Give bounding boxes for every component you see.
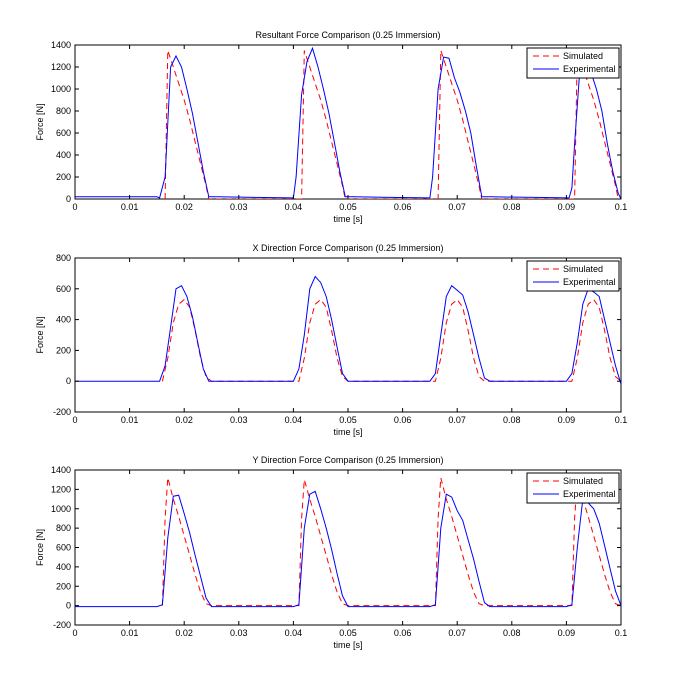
y-axis-label: Force [N]	[35, 316, 45, 353]
y-axis-label: Force [N]	[35, 529, 45, 566]
y-tick-label: -200	[53, 407, 71, 417]
y-tick-label: 1400	[51, 465, 71, 475]
x-tick-label: 0	[72, 628, 77, 638]
legend: Simulated Experimental	[526, 472, 620, 504]
x-axis-label: time [s]	[333, 427, 362, 437]
x-tick-label: 0.1	[615, 202, 628, 212]
x-tick-label: 0.01	[121, 202, 139, 212]
y-tick-label: 400	[56, 150, 71, 160]
x-tick-label: 0.1	[615, 628, 628, 638]
y-tick-label: 1000	[51, 84, 71, 94]
chart-title: X Direction Force Comparison (0.25 Immer…	[252, 243, 443, 253]
legend-label-experimental: Experimental	[563, 64, 616, 74]
x-tick-label: 0.09	[558, 628, 576, 638]
x-tick-label: 0.09	[558, 202, 576, 212]
x-tick-label: 0.03	[230, 628, 248, 638]
x-axis-label: time [s]	[333, 214, 362, 224]
chart-1: 0 0.01 0.02 0.03 0.04 0.05 0.06 0.07 0.08 0.09 0.1…	[35, 30, 627, 224]
legend-label-simulated: Simulated	[563, 264, 603, 274]
x-tick-label: 0.1	[615, 415, 628, 425]
x-tick-label: 0.07	[448, 628, 466, 638]
legend-label-simulated: Simulated	[563, 476, 603, 486]
y-tick-label: 400	[56, 315, 71, 325]
x-tick-label: 0.04	[285, 628, 303, 638]
legend: Simulated Experimental	[526, 260, 620, 292]
x-tick-label: 0.01	[121, 415, 139, 425]
legend-box	[526, 47, 620, 79]
x-tick-label: 0.02	[175, 202, 193, 212]
x-tick-label: 0.05	[339, 628, 357, 638]
chart-3: 0 0.01 0.02 0.03 0.04 0.05 0.06 0.07 0.08 0.09 0.1…	[35, 455, 627, 650]
series-simulated-line	[161, 298, 621, 382]
legend-box	[526, 260, 620, 292]
x-tick-label: 0.06	[394, 202, 412, 212]
chart-2: 0 0.01 0.02 0.03 0.04 0.05 0.06 0.07 0.08 0.09 0.1…	[35, 243, 627, 437]
y-tick-label: 800	[56, 523, 71, 533]
chart-title: Y Direction Force Comparison (0.25 Immer…	[253, 455, 444, 465]
x-tick-label: 0.02	[175, 628, 193, 638]
x-tick-label: 0.01	[121, 628, 139, 638]
x-tick-label: 0.02	[175, 415, 193, 425]
y-tick-label: 400	[56, 562, 71, 572]
y-tick-label: 0	[66, 194, 71, 204]
x-tick-label: 0	[72, 202, 77, 212]
x-tick-label: 0.07	[448, 415, 466, 425]
legend-label-simulated: Simulated	[563, 51, 603, 61]
x-tick-label: 0.03	[230, 202, 248, 212]
y-tick-label: 1200	[51, 62, 71, 72]
x-tick-label: 0.09	[558, 415, 576, 425]
series-group	[75, 275, 621, 385]
y-tick-label: 600	[56, 128, 71, 138]
y-tick-label: 0	[66, 601, 71, 611]
y-tick-label: 200	[56, 581, 71, 591]
chart-title: Resultant Force Comparison (0.25 Immersi…	[255, 30, 440, 40]
y-tick-label: 0	[66, 376, 71, 386]
legend: Simulated Experimental	[526, 47, 620, 79]
x-tick-label: 0	[72, 415, 77, 425]
legend-label-experimental: Experimental	[563, 277, 616, 287]
x-tick-label: 0.07	[448, 202, 466, 212]
y-tick-label: 1000	[51, 504, 71, 514]
y-tick-label: 800	[56, 253, 71, 263]
y-tick-label: 200	[56, 345, 71, 355]
legend-box	[526, 472, 620, 504]
x-tick-label: 0.08	[503, 415, 521, 425]
y-tick-label: 600	[56, 284, 71, 294]
y-tick-label: 800	[56, 106, 71, 116]
x-tick-label: 0.04	[285, 202, 303, 212]
x-tick-label: 0.08	[503, 202, 521, 212]
series-experimental-line	[75, 490, 621, 608]
series-simulated-line	[161, 477, 621, 607]
x-tick-label: 0.05	[339, 202, 357, 212]
x-tick-label: 0.06	[394, 628, 412, 638]
x-tick-label: 0.04	[285, 415, 303, 425]
y-axis-label: Force [N]	[35, 103, 45, 140]
series-experimental-line	[75, 275, 621, 385]
y-tick-label: -200	[53, 620, 71, 630]
x-tick-label: 0.08	[503, 628, 521, 638]
y-tick-label: 600	[56, 543, 71, 553]
series-group	[75, 477, 621, 608]
x-tick-label: 0.03	[230, 415, 248, 425]
x-tick-label: 0.05	[339, 415, 357, 425]
x-tick-label: 0.06	[394, 415, 412, 425]
x-axis-label: time [s]	[333, 640, 362, 650]
y-tick-label: 200	[56, 172, 71, 182]
y-tick-label: 1400	[51, 40, 71, 50]
y-tick-label: 1200	[51, 484, 71, 494]
legend-label-experimental: Experimental	[563, 489, 616, 499]
